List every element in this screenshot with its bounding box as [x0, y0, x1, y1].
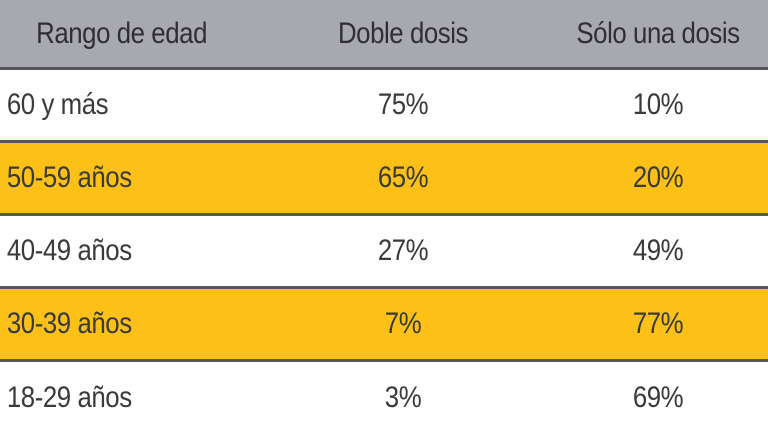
table-row: 60 y más 75% 10% [0, 70, 768, 143]
table-row: 18-29 años 3% 69% [0, 362, 768, 433]
single-dose-cell: 77% [632, 307, 684, 340]
age-range-cell: 30-39 años [6, 307, 132, 340]
header-age-range: Rango de edad [36, 16, 207, 50]
double-dose-cell: 27% [377, 234, 429, 267]
single-dose-cell: 20% [632, 161, 684, 194]
double-dose-cell: 7% [384, 307, 422, 340]
double-dose-cell: 3% [384, 380, 422, 414]
table-header: Rango de edad Doble dosis Sólo una dosis [0, 0, 768, 70]
age-range-cell: 18-29 años [6, 380, 132, 414]
header-double-dose: Doble dosis [337, 16, 469, 50]
table-row: 40-49 años 27% 49% [0, 216, 768, 289]
single-dose-cell: 49% [632, 234, 684, 267]
single-dose-cell: 69% [632, 380, 684, 414]
age-range-cell: 60 y más [6, 88, 109, 121]
table-row: 50-59 años 65% 20% [0, 143, 768, 216]
double-dose-cell: 75% [377, 88, 429, 121]
age-range-cell: 40-49 años [6, 234, 132, 267]
header-single-dose: Sólo una dosis [576, 16, 740, 50]
age-range-cell: 50-59 años [6, 161, 132, 194]
table-row: 30-39 años 7% 77% [0, 289, 768, 362]
single-dose-cell: 10% [632, 88, 684, 121]
double-dose-cell: 65% [377, 161, 429, 194]
